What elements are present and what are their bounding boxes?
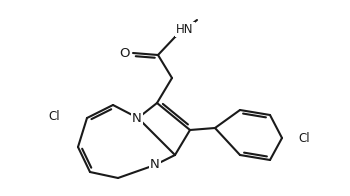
Text: Cl: Cl bbox=[48, 110, 60, 122]
Text: O: O bbox=[119, 46, 130, 60]
Text: HN: HN bbox=[176, 23, 194, 36]
Text: N: N bbox=[150, 159, 160, 172]
Text: Cl: Cl bbox=[298, 132, 310, 144]
Text: N: N bbox=[132, 112, 142, 124]
